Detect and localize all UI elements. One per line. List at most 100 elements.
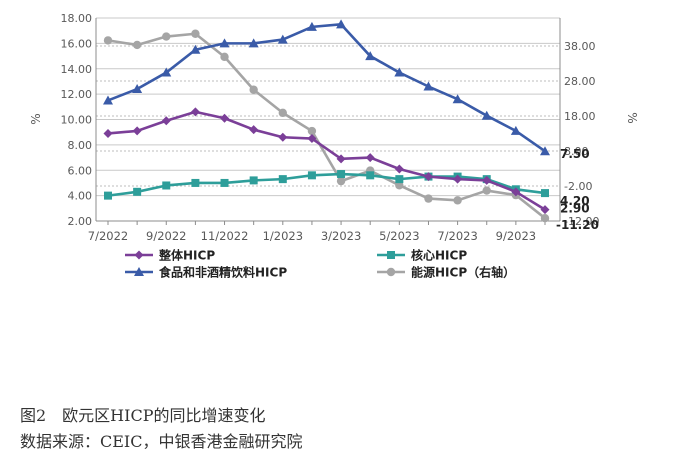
data-point xyxy=(541,189,549,198)
series-3 xyxy=(103,29,550,223)
data-point xyxy=(452,94,463,104)
data-point xyxy=(540,214,550,223)
legend-item: 能源HICP（右轴） xyxy=(377,265,515,280)
right-tick-label: -2.00 xyxy=(564,180,592,193)
series-line xyxy=(107,32,546,220)
data-point xyxy=(220,52,229,62)
data-point xyxy=(366,171,375,180)
series-0 xyxy=(103,107,550,215)
data-point xyxy=(482,175,492,185)
data-point xyxy=(190,107,200,117)
end-value-label: -11.20 xyxy=(556,218,599,232)
data-point xyxy=(103,128,113,138)
left-tick-label: 4.00 xyxy=(68,190,93,203)
data-point xyxy=(511,187,521,197)
data-point xyxy=(132,40,142,50)
x-tick-label: 11/2022 xyxy=(201,229,249,243)
legend-swatch-marker xyxy=(387,251,395,259)
series-1 xyxy=(104,170,549,200)
data-point xyxy=(395,175,404,184)
data-point xyxy=(394,164,404,174)
data-point xyxy=(278,132,288,142)
end-value-label: 7.50 xyxy=(560,147,590,161)
x-tick-label: 1/2023 xyxy=(263,229,303,243)
left-tick-label: 2.00 xyxy=(68,215,93,228)
left-tick-label: 18.00 xyxy=(61,12,93,25)
x-tick-label: 5/2023 xyxy=(379,229,419,243)
data-point xyxy=(307,126,317,136)
data-point xyxy=(103,36,113,45)
legend: 整体HICP 核心HICP 食品和非酒精饮料HICP 能源HICP（右轴） xyxy=(125,248,515,280)
right-tick-label: 18.00 xyxy=(564,110,596,123)
data-point xyxy=(133,187,142,196)
legend-label: 能源HICP（右轴） xyxy=(411,265,515,280)
x-tick-label: 7/2023 xyxy=(437,229,477,243)
data-point xyxy=(248,38,259,48)
data-point xyxy=(191,29,200,38)
data-point xyxy=(249,125,259,135)
data-point xyxy=(132,126,142,136)
data-point xyxy=(424,194,433,203)
data-point xyxy=(395,181,404,190)
x-tick-label: 9/2023 xyxy=(496,229,536,243)
data-point xyxy=(161,67,172,77)
left-tick-label: 8.00 xyxy=(68,139,93,152)
data-point xyxy=(482,186,491,195)
data-point xyxy=(161,116,171,126)
series-line xyxy=(107,23,546,153)
left-tick-label: 16.00 xyxy=(61,37,93,50)
data-point xyxy=(394,67,405,77)
legend-label: 食品和非酒精饮料HICP xyxy=(158,265,287,280)
left-tick-label: 10.00 xyxy=(61,114,93,127)
data-point xyxy=(336,19,347,29)
data-point xyxy=(481,110,492,120)
legend-label: 核心HICP xyxy=(411,248,467,263)
right-tick-label: -12.00 xyxy=(564,215,599,228)
data-point xyxy=(219,38,230,48)
data-point xyxy=(220,178,229,187)
axes: 2.00 4.00 6.00 8.00 10.00 12.00 14.00 16.00 18.0… xyxy=(29,12,639,243)
end-labels: 7.50 4.202.90 -11.20 xyxy=(556,147,599,232)
series-line xyxy=(107,172,546,197)
data-point xyxy=(540,205,550,215)
left-tick-label: 12.00 xyxy=(61,88,93,101)
series-2 xyxy=(103,19,550,156)
data-point xyxy=(162,181,171,190)
data-point xyxy=(104,191,112,200)
x-tick-label: 9/2022 xyxy=(146,229,186,243)
figure-title: 图2 欧元区HICP的同比增速变化 xyxy=(20,406,266,425)
x-tick-label: 3/2023 xyxy=(321,229,361,243)
right-tick-label: 8.00 xyxy=(564,145,589,158)
end-value-label: 4.20 xyxy=(560,194,590,208)
data-point xyxy=(220,113,230,123)
data-point xyxy=(277,34,288,44)
figure-source: 数据来源：CEIC，中银香港金融研究院 xyxy=(20,432,303,451)
series-layer xyxy=(103,19,550,223)
data-point xyxy=(540,146,550,156)
data-point xyxy=(423,172,433,182)
data-point xyxy=(132,84,143,94)
legend-item: 整体HICP xyxy=(125,248,215,263)
data-point xyxy=(278,108,287,118)
right-tick-label: 28.00 xyxy=(564,75,596,88)
legend-label: 整体HICP xyxy=(158,248,215,263)
data-point xyxy=(162,32,171,41)
right-tick-label: 38.00 xyxy=(564,40,596,53)
series-line xyxy=(107,110,546,211)
data-point xyxy=(453,196,462,205)
x-tick-label: 7/2022 xyxy=(88,229,128,243)
data-point xyxy=(365,153,375,163)
data-point xyxy=(307,171,316,180)
left-tick-label: 14.00 xyxy=(61,63,93,76)
legend-swatch-marker xyxy=(134,267,144,276)
data-point xyxy=(249,176,258,185)
legend-item: 食品和非酒精饮料HICP xyxy=(125,265,287,280)
data-point xyxy=(307,134,317,144)
data-point xyxy=(249,85,258,94)
data-point xyxy=(365,51,376,61)
legend-swatch-marker xyxy=(386,267,396,277)
data-point xyxy=(423,81,434,91)
left-tick-label: 6.00 xyxy=(68,164,93,177)
data-point xyxy=(278,175,287,184)
